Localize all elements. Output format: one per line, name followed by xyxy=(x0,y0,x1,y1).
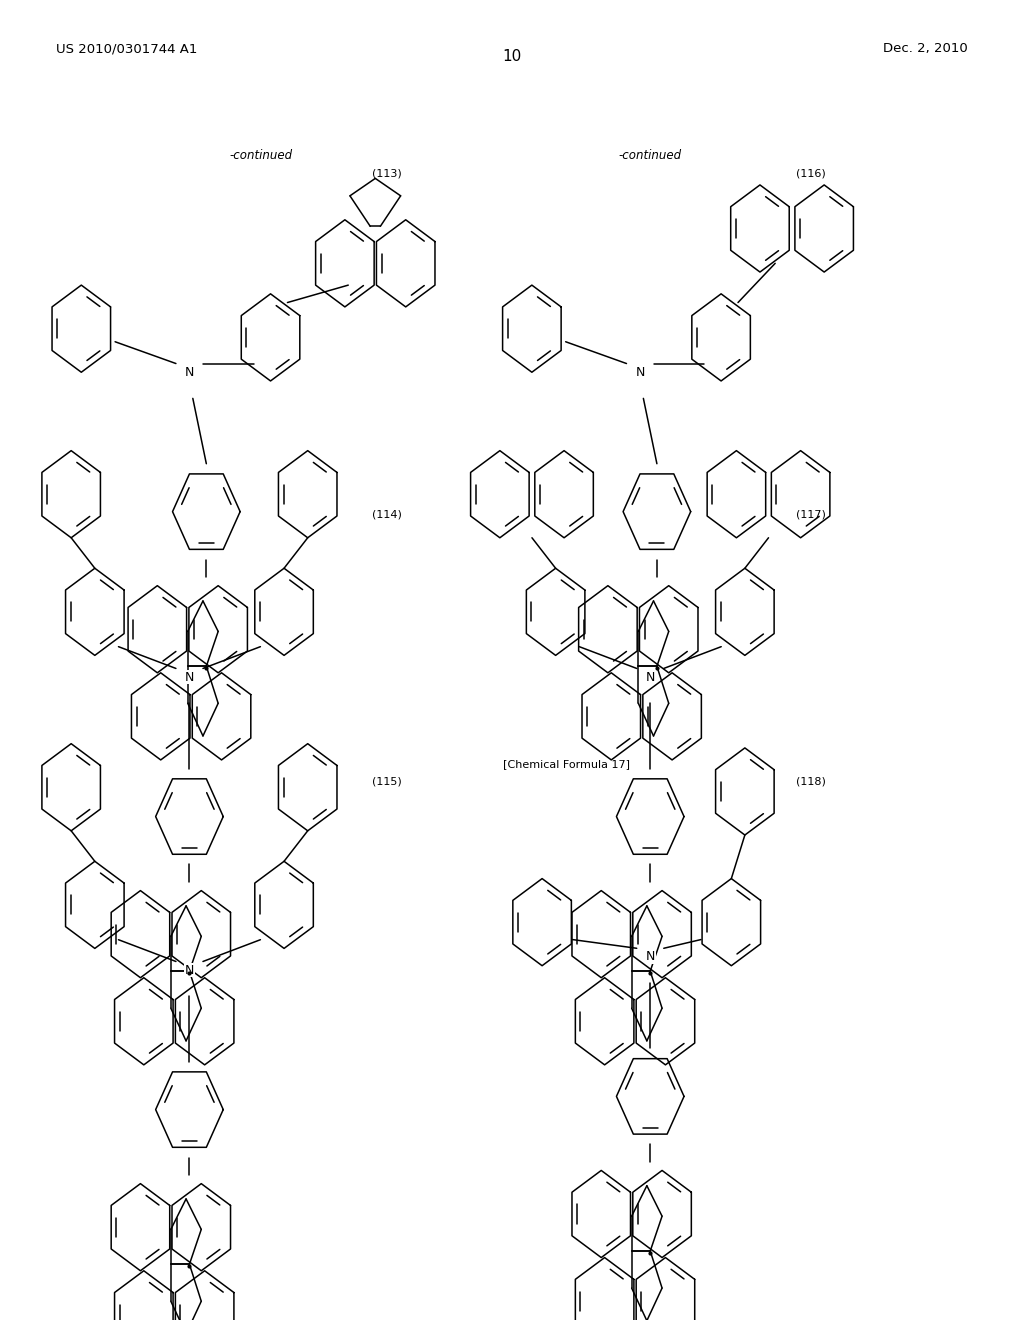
Text: (114): (114) xyxy=(372,510,402,520)
Text: (118): (118) xyxy=(796,776,826,787)
Text: (115): (115) xyxy=(372,776,402,787)
Text: (113): (113) xyxy=(372,169,402,180)
Text: -continued: -continued xyxy=(618,149,682,162)
Text: US 2010/0301744 A1: US 2010/0301744 A1 xyxy=(56,42,198,55)
Text: N: N xyxy=(184,671,195,684)
Text: (116): (116) xyxy=(796,169,826,180)
Text: [Chemical Formula 17]: [Chemical Formula 17] xyxy=(503,759,630,770)
Text: Dec. 2, 2010: Dec. 2, 2010 xyxy=(883,42,968,55)
Text: N: N xyxy=(635,366,645,379)
Text: (117): (117) xyxy=(796,510,826,520)
Text: N: N xyxy=(645,671,655,684)
Text: N: N xyxy=(645,950,655,964)
Text: -continued: -continued xyxy=(229,149,293,162)
Text: N: N xyxy=(184,366,195,379)
Text: 10: 10 xyxy=(503,49,521,63)
Text: N: N xyxy=(184,964,195,977)
